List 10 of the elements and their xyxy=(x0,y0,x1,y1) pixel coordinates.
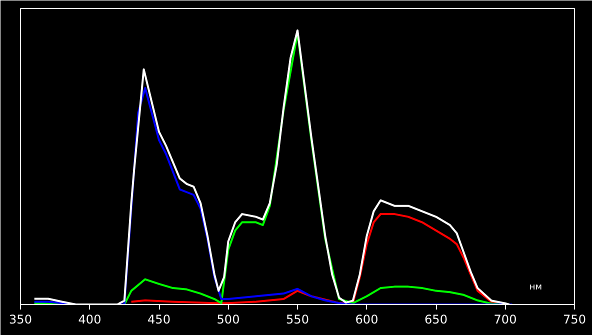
x-tick-label: 600 xyxy=(355,312,378,326)
x-tick-label: 400 xyxy=(78,312,102,326)
x-tick-label: 750 xyxy=(563,312,586,326)
x-tick-label: 450 xyxy=(148,312,170,326)
x-tick-label: 500 xyxy=(216,312,240,326)
x-tick-label: 700 xyxy=(494,312,517,326)
x-tick-label: 650 xyxy=(424,312,448,326)
x-tick-label: 550 xyxy=(286,312,309,326)
x-axis-title: нм xyxy=(529,282,542,292)
x-tick-label: 350 xyxy=(9,312,32,326)
